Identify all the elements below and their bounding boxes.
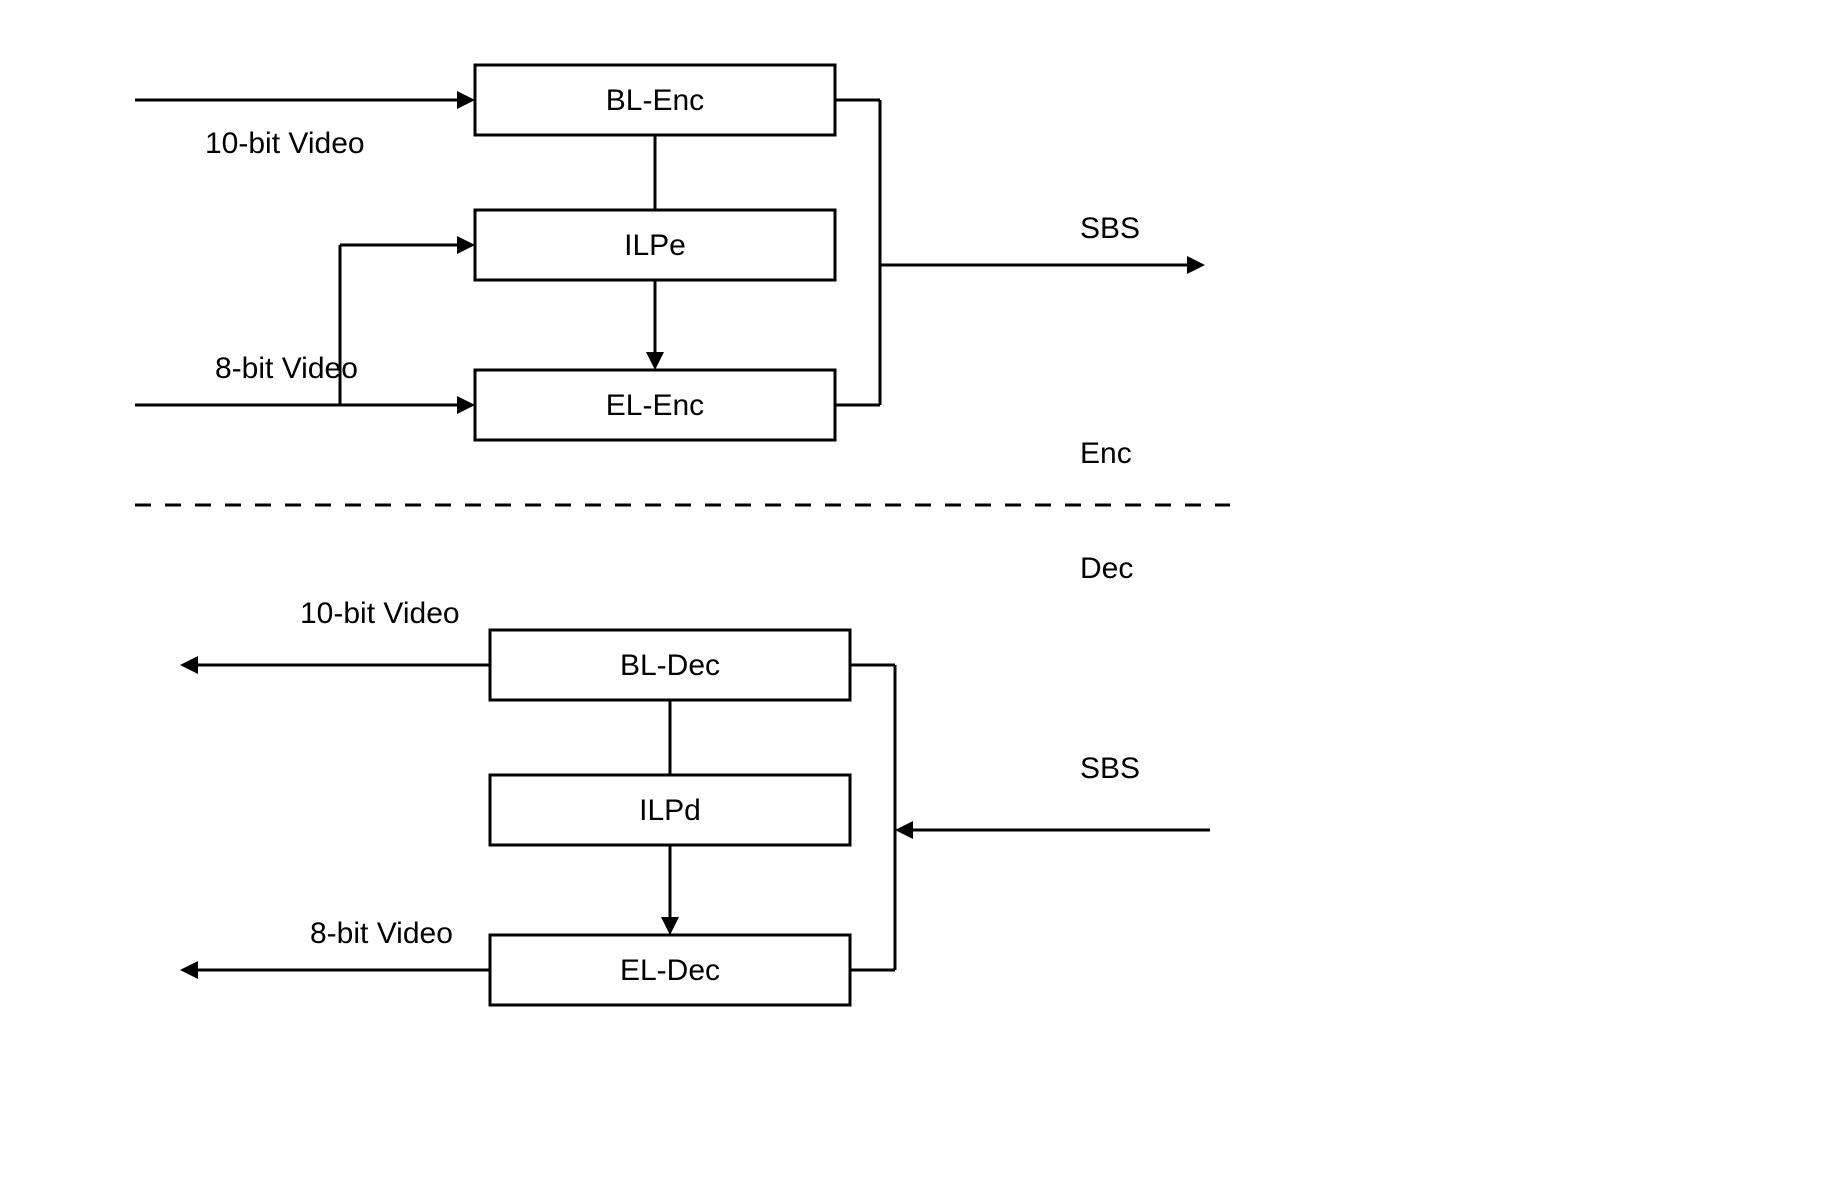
svg-text:Enc: Enc xyxy=(1080,437,1132,470)
svg-text:8-bit Video: 8-bit Video xyxy=(215,352,358,385)
enc-in-10bit-arrow xyxy=(135,91,475,109)
dec-sbs-split xyxy=(850,665,1210,970)
svg-text:ILPe: ILPe xyxy=(624,229,686,262)
svg-text:BL-Enc: BL-Enc xyxy=(606,84,704,117)
enc-ilp-to-el xyxy=(646,280,664,370)
svg-text:Dec: Dec xyxy=(1080,552,1133,585)
svg-text:10-bit Video: 10-bit Video xyxy=(300,597,460,630)
enc-in-8bit-arrow xyxy=(135,396,475,414)
svg-text:ILPd: ILPd xyxy=(639,794,701,827)
dec-out-10bit-arrow xyxy=(180,656,490,674)
svg-text:BL-Dec: BL-Dec xyxy=(620,649,720,682)
enc-ilp-box: ILPe xyxy=(475,210,835,280)
svg-text:10-bit Video: 10-bit Video xyxy=(205,127,365,160)
enc-el-box: EL-Enc xyxy=(475,370,835,440)
enc-merge-sbs xyxy=(835,100,1205,405)
svg-text:SBS: SBS xyxy=(1080,212,1140,245)
dec-bl-box: BL-Dec xyxy=(490,630,850,700)
dec-ilp-to-el xyxy=(661,845,679,935)
enc-bl-box: BL-Enc xyxy=(475,65,835,135)
svg-text:EL-Dec: EL-Dec xyxy=(620,954,720,987)
dec-el-box: EL-Dec xyxy=(490,935,850,1005)
dec-ilp-box: ILPd xyxy=(490,775,850,845)
enc-8bit-to-ilp xyxy=(340,236,475,405)
svg-text:8-bit Video: 8-bit Video xyxy=(310,917,453,950)
svg-text:EL-Enc: EL-Enc xyxy=(606,389,704,422)
dec-out-8bit-arrow xyxy=(180,961,490,979)
svg-text:SBS: SBS xyxy=(1080,752,1140,785)
